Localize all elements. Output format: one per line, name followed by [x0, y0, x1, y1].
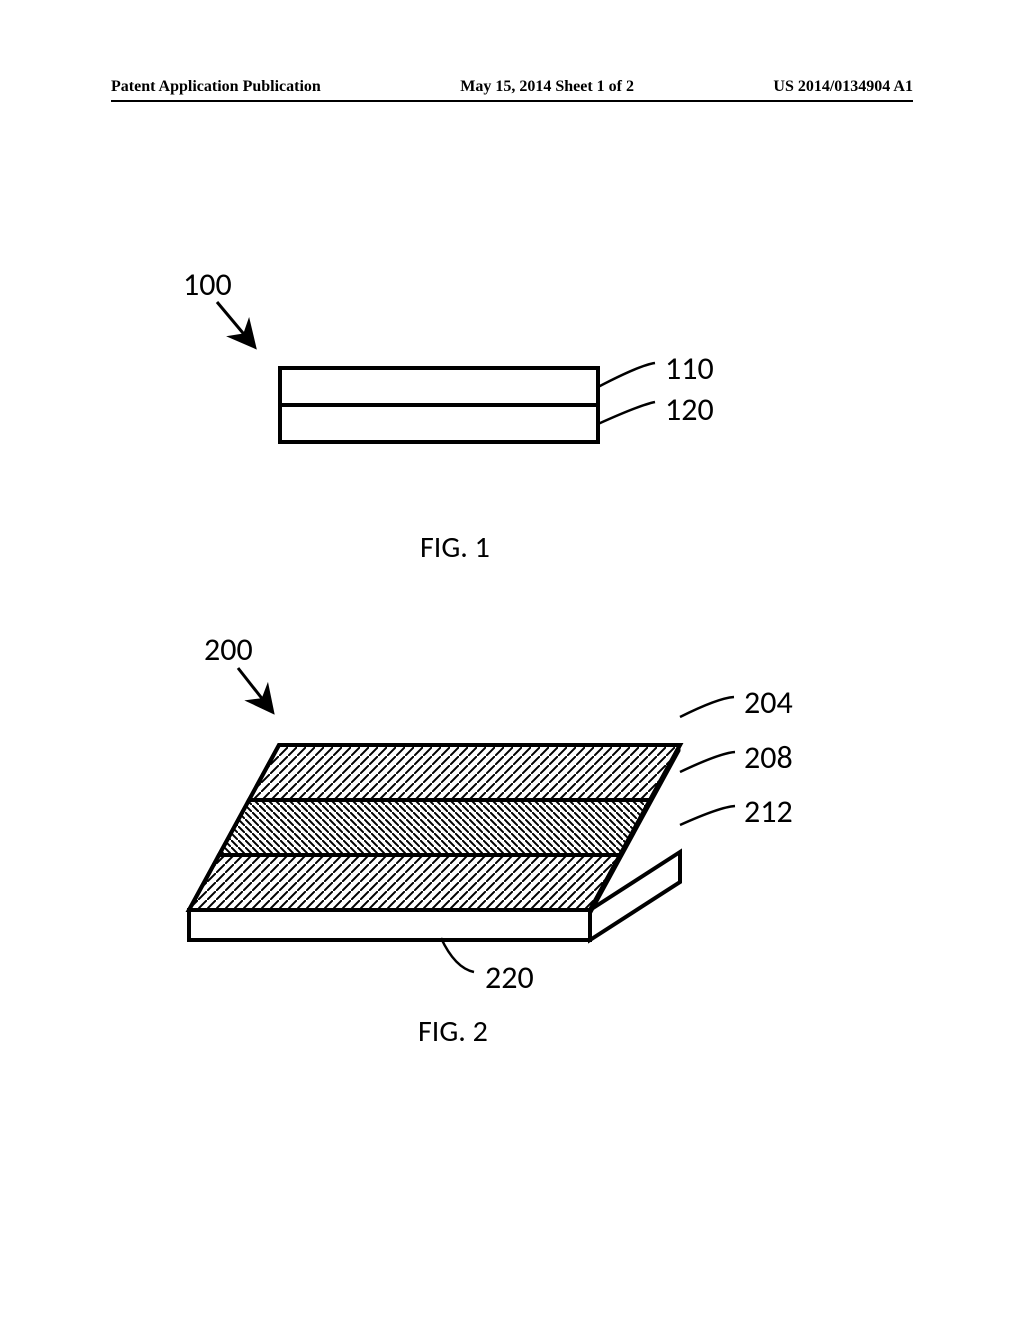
- ref-120: 120: [665, 390, 714, 429]
- ref-212: 212: [744, 792, 793, 831]
- ref-208: 208: [744, 738, 793, 777]
- figure-2: [189, 668, 735, 972]
- ref-220: 220: [485, 958, 534, 997]
- figures-svg: [0, 0, 1024, 1320]
- ref-110: 110: [665, 349, 714, 388]
- ref-200: 200: [204, 630, 253, 669]
- ref-100: 100: [183, 265, 232, 304]
- figure-1-caption: FIG. 1: [420, 529, 490, 566]
- figure-1: [217, 302, 655, 442]
- page: Patent Application Publication May 15, 2…: [0, 0, 1024, 1320]
- figure-2-caption: FIG. 2: [418, 1013, 488, 1050]
- ref-204: 204: [744, 683, 793, 722]
